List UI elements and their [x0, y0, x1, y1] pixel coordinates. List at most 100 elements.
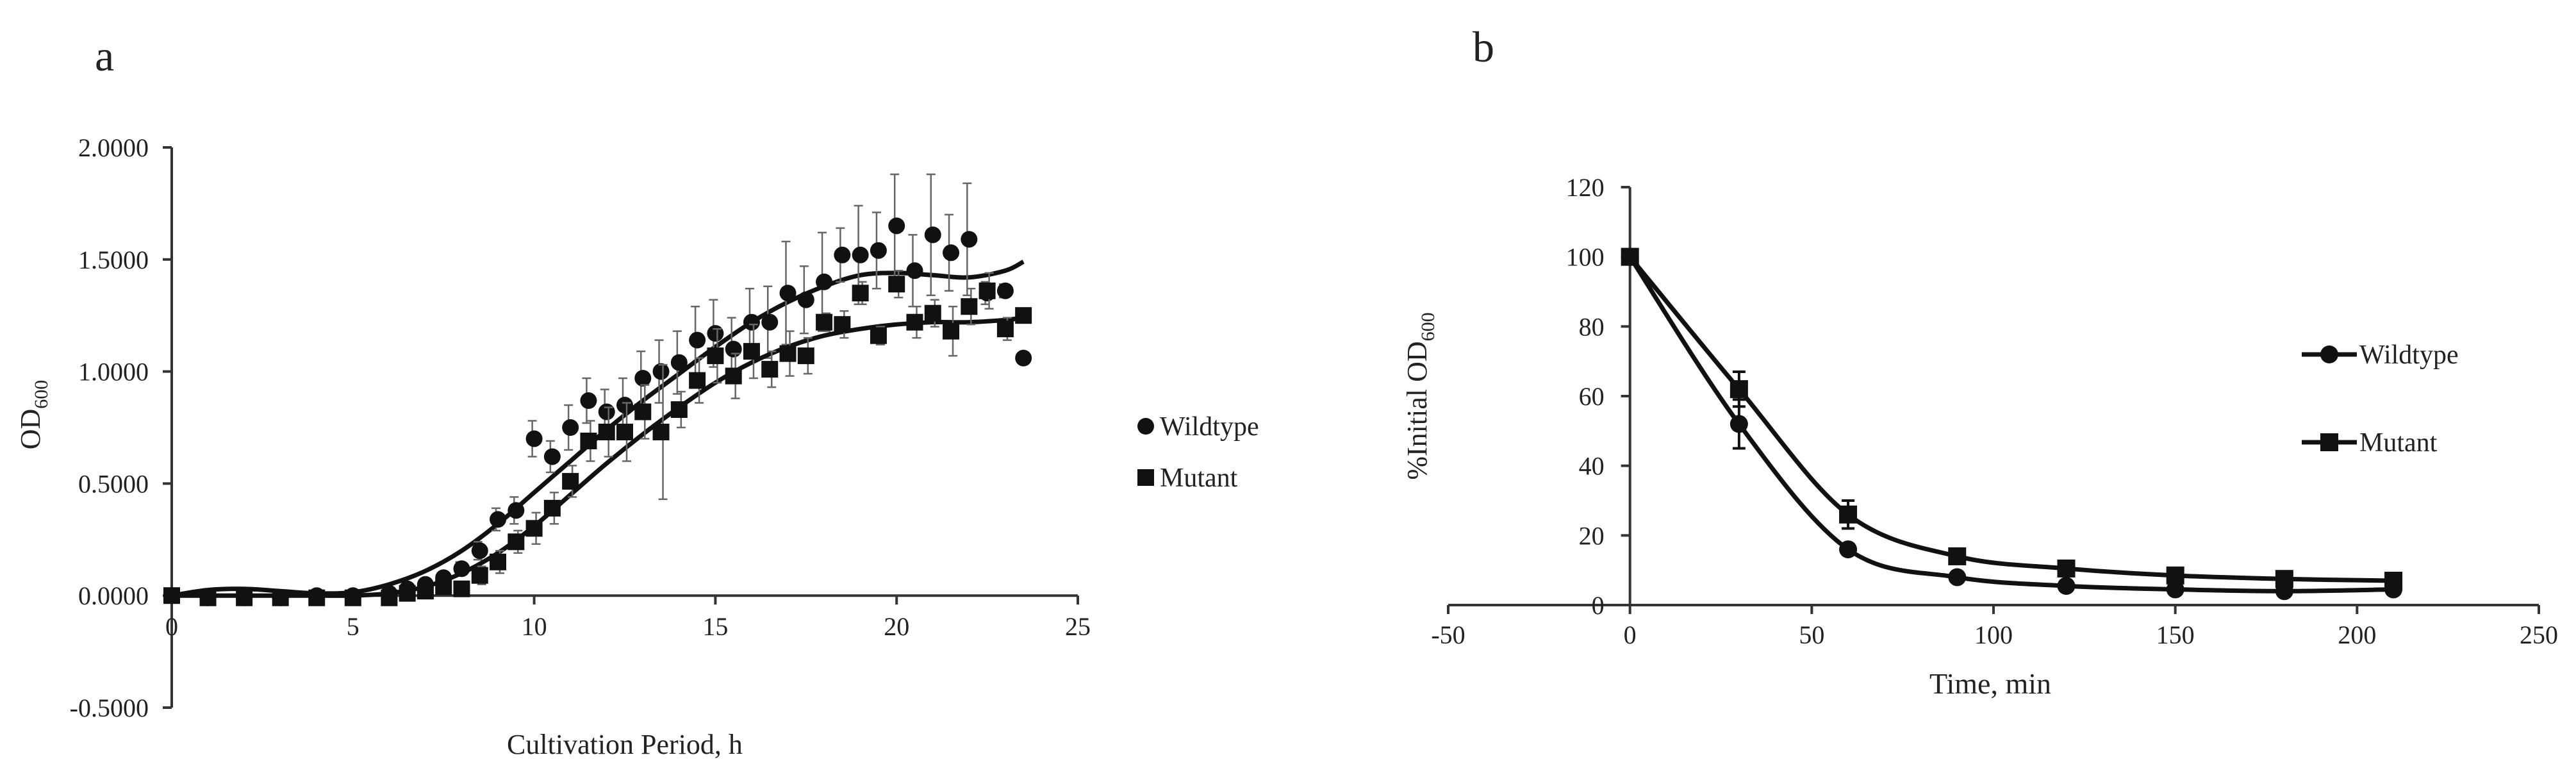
data-point	[906, 313, 923, 331]
data-point	[580, 392, 597, 410]
data-point	[761, 313, 779, 331]
data-point	[236, 589, 253, 606]
data-point	[924, 226, 941, 244]
y-axis-title: OD600	[15, 380, 52, 450]
data-point	[1015, 307, 1032, 324]
y-axis-title-subscript: 600	[1417, 312, 1439, 341]
y-tick-label: 1.0000	[78, 358, 149, 386]
y-tick-label: 1.5000	[78, 245, 149, 274]
data-point	[543, 448, 561, 465]
data-point	[943, 244, 960, 262]
fit-curve-wildtype	[171, 260, 1025, 598]
data-point	[870, 327, 887, 344]
data-point	[888, 217, 905, 235]
data-point	[525, 430, 543, 447]
data-point	[779, 345, 797, 362]
data-point	[490, 553, 507, 570]
data-point	[996, 282, 1014, 299]
x-tick-label: 0	[165, 612, 178, 641]
data-point	[689, 372, 706, 389]
data-point	[435, 578, 452, 595]
data-point	[525, 520, 543, 537]
y-tick-label: 60	[1579, 382, 1605, 411]
y-tick-label: 120	[1566, 173, 1605, 202]
data-point	[816, 313, 833, 331]
data-point	[852, 285, 869, 302]
data-point	[2166, 566, 2184, 585]
data-point	[2275, 570, 2293, 588]
data-point	[961, 231, 978, 248]
data-point	[417, 583, 434, 600]
data-point	[1948, 568, 1967, 586]
x-axis-title: Cultivation Period, h	[507, 729, 743, 760]
data-point	[870, 242, 887, 259]
data-point	[2166, 580, 2184, 599]
data-point	[943, 322, 960, 340]
x-tick-label: 50	[1799, 620, 1824, 649]
data-point	[689, 331, 706, 349]
data-point	[1621, 247, 1639, 266]
data-point	[816, 273, 833, 290]
legend-label-wildtype: Wildtype	[1160, 412, 1259, 442]
data-point	[471, 567, 488, 584]
fit-curve-mutant	[171, 315, 1024, 598]
data-point	[725, 367, 742, 385]
y-tick-label: 80	[1579, 312, 1605, 341]
data-point	[707, 325, 724, 342]
legend-label-mutant: Mutant	[1160, 463, 1238, 493]
x-tick-label: 25	[1065, 612, 1091, 641]
data-point	[725, 340, 742, 358]
y-axis-title-subscript: 600	[31, 380, 52, 409]
data-point	[2057, 577, 2076, 595]
data-point	[616, 397, 633, 414]
x-tick-label: 150	[2156, 620, 2195, 649]
data-point	[272, 589, 289, 606]
data-point	[978, 282, 996, 299]
data-point	[761, 361, 779, 378]
y-tick-label: 0.0000	[78, 581, 149, 610]
y-tick-label: -0.5000	[70, 694, 149, 722]
data-point	[1839, 505, 1858, 524]
data-point	[1730, 380, 1748, 399]
data-point	[834, 316, 851, 333]
data-point	[906, 262, 923, 279]
legend-label-mutant: Mutant	[2359, 428, 2438, 458]
y-axis-title: %Initial OD600	[1401, 312, 1439, 479]
data-point	[308, 589, 326, 606]
data-point	[652, 363, 670, 380]
data-point	[490, 511, 507, 528]
data-point	[634, 403, 652, 420]
legend-marker-mutant	[1137, 469, 1154, 486]
legend-label-wildtype: Wildtype	[2359, 340, 2459, 370]
data-point	[598, 423, 615, 440]
data-point	[670, 354, 688, 371]
data-point	[634, 370, 652, 387]
chart-panel-b: 0 20 40 60 80 100 120 -50 0 50 100 150 200 250 Time, m…	[1401, 173, 2558, 700]
x-tick-label: 20	[884, 612, 909, 641]
data-point	[562, 419, 579, 436]
y-tick-label: 0	[1592, 591, 1605, 620]
legend-marker-wildtype	[2320, 345, 2338, 363]
data-point	[562, 472, 579, 490]
x-tick-label: 0	[1624, 620, 1637, 649]
data-point	[471, 542, 488, 560]
data-point	[598, 403, 615, 420]
data-point	[797, 347, 814, 365]
data-point	[1839, 540, 1858, 559]
data-point	[508, 533, 525, 551]
data-point	[2057, 559, 2076, 578]
x-tick-label: 200	[2338, 620, 2376, 649]
data-point	[2384, 571, 2403, 590]
data-point	[616, 423, 633, 440]
data-point	[543, 499, 561, 517]
x-axis-title: Time, min	[1929, 667, 2051, 700]
data-point	[580, 432, 597, 449]
data-point	[652, 423, 670, 440]
data-point	[399, 585, 416, 602]
series-mutant	[163, 270, 1032, 606]
panel-label-a: a	[95, 31, 114, 80]
data-point	[834, 246, 851, 263]
data-point	[743, 343, 760, 360]
y-tick-label: 0.5000	[78, 469, 149, 498]
